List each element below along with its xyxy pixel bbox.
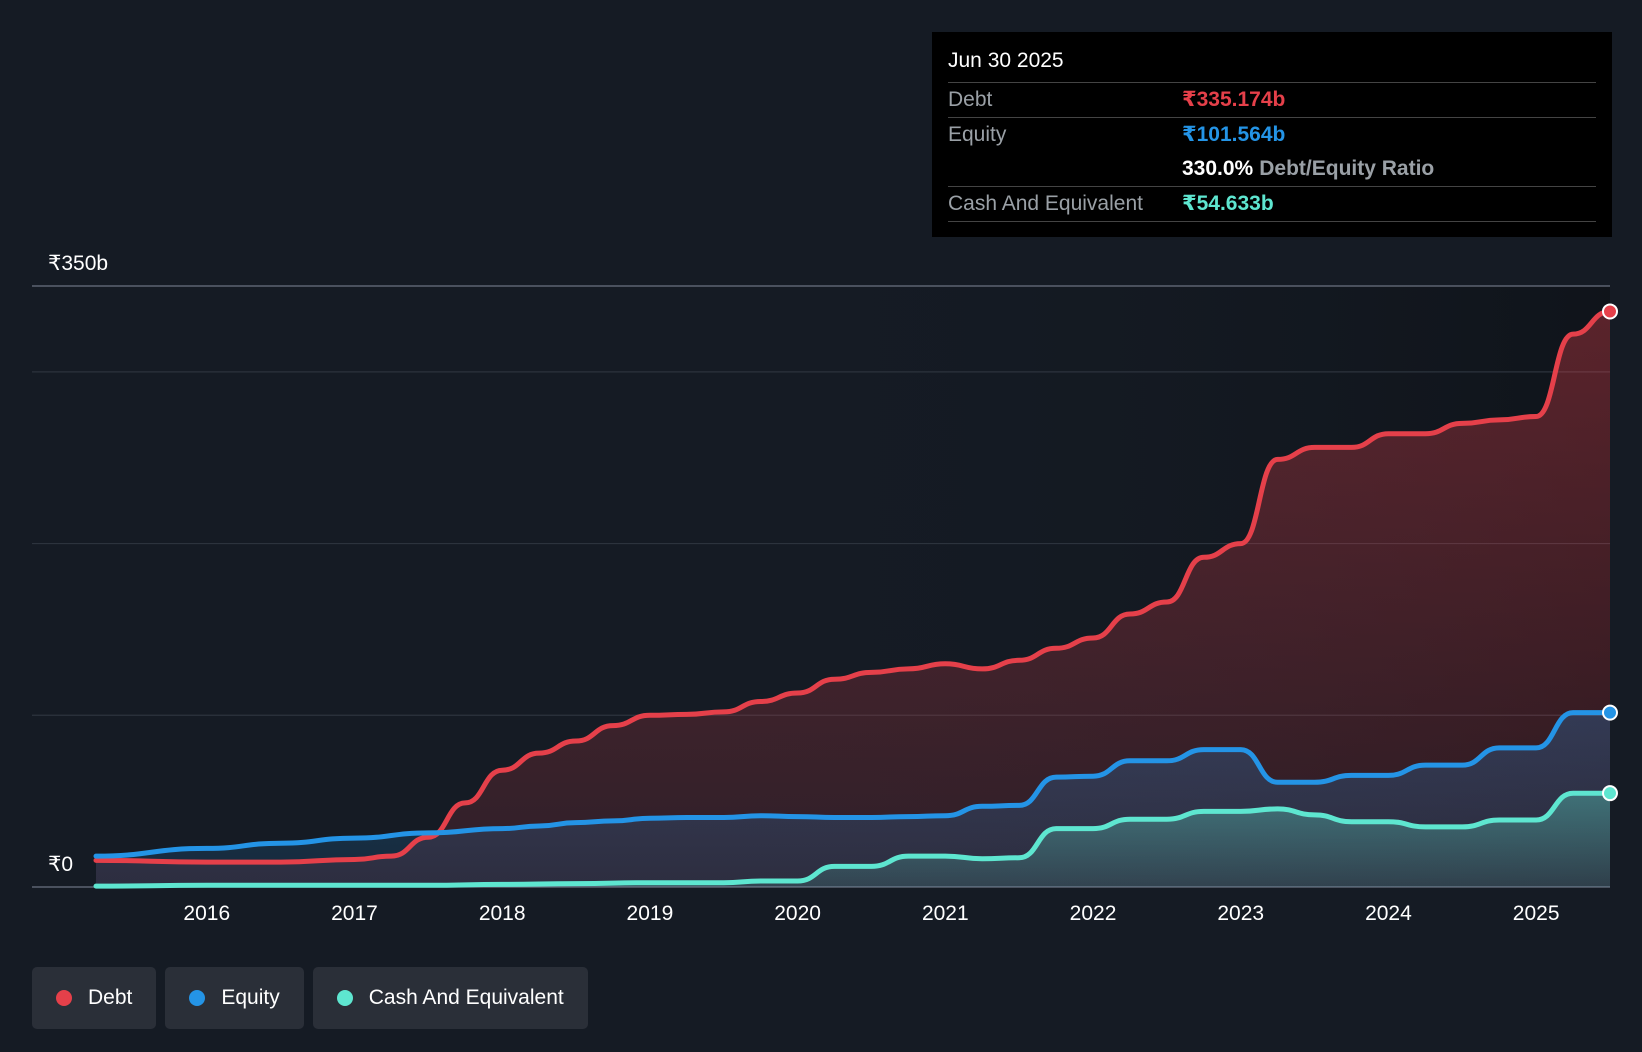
end-marker-debt [1602,303,1618,320]
x-tick-label-2019: 2019 [627,902,674,925]
x-tick-label-2022: 2022 [1070,902,1117,925]
x-tick-label-2017: 2017 [331,902,378,925]
tooltip-ratio-row: 330.0% Debt/Equity Ratio [948,152,1596,187]
tooltip-debt-label: Debt [948,88,993,111]
cash-dot-icon [336,990,353,1006]
y-tick-label-350: ₹350b [48,252,108,275]
tooltip-debt-row: Debt ₹335.174b [948,83,1596,118]
x-tick-label-2025: 2025 [1513,902,1560,925]
legend-item-debt[interactable]: Debt [32,967,157,1029]
y-axis-labels: ₹350b ₹0 [48,252,108,876]
legend-label-debt: Debt [88,986,133,1009]
legend: Debt Equity Cash And Equivalent [32,967,588,1029]
end-marker-equity [1602,704,1618,721]
line-cash [93,790,1613,889]
legend-item-equity[interactable]: Equity [165,967,304,1029]
tooltip-cash-label: Cash And Equivalent [948,192,1143,215]
x-tick-label-2023: 2023 [1217,902,1264,925]
end-marker-cash [1602,785,1618,802]
area-cash [96,793,1610,887]
debt-dot-icon [56,990,72,1006]
legend-item-cash[interactable]: Cash And Equivalent [312,967,588,1029]
series-lines [93,309,1613,889]
tooltip-date: Jun 30 2025 [948,46,1596,83]
area-debt [96,311,1610,887]
legend-label-equity: Equity [221,986,280,1009]
series-end-markers [1602,303,1618,802]
tooltip-equity-label: Equity [948,123,1007,146]
tooltip-ratio-value: 330.0% [1182,157,1254,180]
tooltip-cash-value: ₹54.633b [1182,192,1274,215]
tooltip-equity-value: ₹101.564b [1182,123,1286,146]
tooltip-debt-value: ₹335.174b [1182,88,1286,111]
tooltip-ratio-label: Debt/Equity Ratio [1259,157,1435,180]
y-tick-label-0: ₹0 [48,853,73,876]
line-equity [93,710,1613,859]
line-debt [93,309,1613,865]
tooltip-equity-row: Equity ₹101.564b [948,118,1596,152]
x-tick-label-2016: 2016 [183,902,230,925]
tooltip-cash-row: Cash And Equivalent ₹54.633b [948,187,1596,222]
x-tick-label-2020: 2020 [774,902,821,925]
series-areas [96,311,1610,887]
x-axis-labels: 2016 2017 2018 2019 2020 2021 2022 2023 2024 2025 [183,902,1559,925]
legend-label-cash: Cash And Equivalent [368,986,564,1009]
x-tick-label-2024: 2024 [1365,902,1412,925]
x-tick-label-2021: 2021 [922,902,969,925]
tooltip-panel: Jun 30 2025 Debt ₹335.174b Equity ₹101.5… [932,32,1612,237]
equity-dot-icon [189,990,206,1006]
x-tick-label-2018: 2018 [479,902,526,925]
